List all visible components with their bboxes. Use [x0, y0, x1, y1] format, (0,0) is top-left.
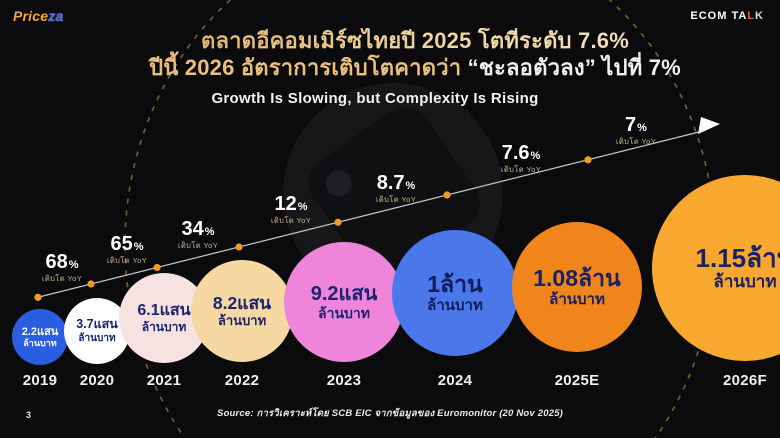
- page-number: 3: [26, 410, 32, 420]
- bubble-2022: 8.2แสน ล้านบาท: [191, 260, 293, 362]
- bubble-2023: 9.2แสน ล้านบาท: [284, 242, 404, 362]
- growth-value: 34: [181, 218, 204, 240]
- trend-line: [34, 130, 704, 299]
- ecom-talk-logo: ECOM TALK: [690, 10, 764, 22]
- title-line-2: ปีนี้ 2026 อัตราการเติบโตคาดว่า “ชะลอตัว…: [70, 55, 760, 82]
- bubble-unit: ล้านบาท: [318, 304, 370, 321]
- bubble-unit: ล้านบาท: [713, 272, 777, 292]
- bubble-unit: ล้านบาท: [78, 332, 116, 344]
- subtitle: Growth Is Slowing, but Complexity Is Ris…: [211, 90, 539, 107]
- bubble-unit: ล้านบาท: [427, 296, 483, 314]
- growth-yoy-sublabel: เติบโต YoY: [500, 165, 542, 174]
- bubble-value: 1.15ล้าน: [695, 242, 780, 273]
- title-line-2-white: “ชะลอตัวลง” ไปที่ 7%: [467, 54, 681, 80]
- growth-label-34pct: 34% เติบโต YoY: [178, 218, 218, 252]
- growth-value: 7.6: [501, 142, 530, 164]
- trend-dot: [235, 243, 243, 251]
- growth-label-7.6pct: 7.6% เติบโต YoY: [501, 142, 541, 176]
- growth-value: 68: [45, 251, 68, 273]
- growth-label-8.7pct: 8.7% เติบโต YoY: [376, 172, 416, 206]
- growth-label-65pct: 65% เติบโต YoY: [107, 233, 147, 267]
- year-label-2026F: 2026F: [722, 372, 768, 389]
- year-label-2022: 2022: [224, 372, 260, 389]
- year-label-2025E: 2025E: [554, 372, 600, 389]
- growth-value: 65: [110, 233, 133, 255]
- bubble-value: 3.7แสน: [76, 317, 118, 332]
- trend-arrowhead-icon: [698, 117, 720, 134]
- ecom-talk-part3: K: [755, 10, 764, 22]
- bubble-unit: ล้านบาท: [141, 319, 187, 334]
- growth-yoy-sublabel: เติบโต YoY: [177, 241, 219, 250]
- priceza-logo: Priceza: [13, 8, 63, 24]
- trend-dot: [153, 263, 161, 272]
- bubble-value: 2.2แสน: [21, 325, 59, 338]
- title-line-1: ตลาดอีคอมเมิร์ซไทยปี 2025 โตที่ระดับ 7.6…: [70, 28, 760, 55]
- growth-yoy-sublabel: เติบโต YoY: [270, 216, 312, 225]
- trend-dot: [34, 293, 42, 301]
- bubble-value: 8.2แสน: [212, 292, 272, 313]
- year-label-2023: 2023: [326, 372, 362, 389]
- bubble-unit: ล้านบาท: [23, 337, 57, 348]
- year-label-2020: 2020: [79, 372, 115, 389]
- bubble-value: 1.08ล้าน: [533, 264, 621, 291]
- bubble-value: 9.2แสน: [310, 282, 378, 305]
- growth-yoy-sublabel: เติบโต YoY: [106, 256, 148, 265]
- trend-dots: [34, 156, 592, 301]
- percent-sign: %: [405, 180, 416, 192]
- year-label-2019: 2019: [22, 372, 58, 389]
- year-label-2021: 2021: [146, 372, 182, 389]
- priceza-logo-part2: za: [48, 8, 64, 24]
- bubble-value: 1ล้าน: [427, 270, 483, 297]
- bubble-unit: ล้านบาท: [549, 290, 605, 308]
- source-note: Source: การวิเคราะห์โดย SCB EIC จากข้อมู…: [216, 408, 564, 419]
- title-line-2-gold: ปีนี้ 2026 อัตราการเติบโตคาดว่า: [149, 54, 468, 80]
- growth-label-68pct: 68% เติบโต YoY: [42, 251, 82, 285]
- title-block: ตลาดอีคอมเมิร์ซไทยปี 2025 โตที่ระดับ 7.6…: [70, 28, 760, 82]
- year-label-2024: 2024: [437, 372, 473, 389]
- percent-sign: %: [530, 150, 541, 162]
- growth-value: 12: [274, 193, 297, 215]
- bubble-2019: 2.2แสน ล้านบาท: [12, 309, 68, 365]
- growth-label-7pct: 7% เติบโต YoY: [616, 114, 656, 148]
- ecom-talk-part2: L: [747, 10, 756, 22]
- percent-sign: %: [133, 241, 144, 253]
- growth-yoy-sublabel: เติบโต YoY: [41, 274, 83, 283]
- bubble-2025E: 1.08ล้าน ล้านบาท: [512, 222, 642, 352]
- growth-label-12pct: 12% เติบโต YoY: [271, 193, 311, 227]
- trend-dot: [443, 191, 451, 199]
- bubble-unit: ล้านบาท: [217, 312, 267, 328]
- trend-dot: [334, 218, 342, 226]
- bubble-2024: 1ล้าน ล้านบาท: [392, 230, 518, 356]
- growth-yoy-sublabel: เติบโต YoY: [615, 137, 657, 146]
- bubble-value: 6.1แสน: [137, 302, 191, 320]
- ecom-talk-part1: ECOM TA: [690, 10, 748, 22]
- percent-sign: %: [297, 201, 308, 213]
- growth-value: 7: [625, 114, 637, 136]
- priceza-logo-part1: Price: [13, 8, 49, 24]
- percent-sign: %: [637, 122, 647, 134]
- growth-yoy-sublabel: เติบโต YoY: [375, 195, 417, 204]
- trend-dot: [584, 156, 592, 164]
- percent-sign: %: [204, 226, 215, 238]
- growth-value: 8.7: [376, 172, 405, 194]
- percent-sign: %: [68, 259, 79, 271]
- trend-dot: [87, 280, 95, 288]
